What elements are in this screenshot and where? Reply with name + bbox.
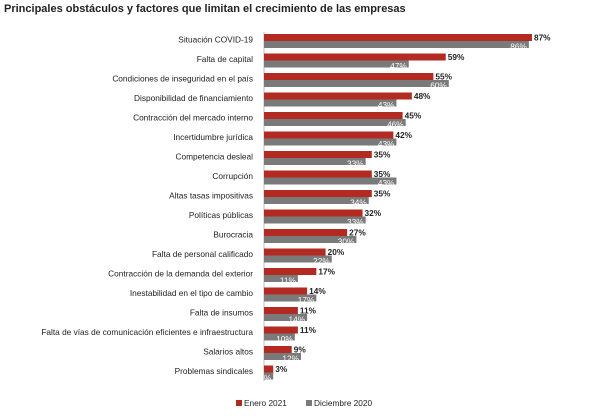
data-label-diciembre-2020: 47% bbox=[390, 61, 407, 71]
bar-enero-2021 bbox=[264, 190, 372, 197]
data-label-enero-2021: 48% bbox=[414, 91, 431, 101]
bar-diciembre-2020 bbox=[264, 80, 449, 87]
bar-enero-2021 bbox=[264, 268, 317, 275]
data-label-enero-2021: 42% bbox=[395, 130, 412, 140]
data-label-diciembre-2020: 86% bbox=[510, 42, 527, 52]
data-label-diciembre-2020: 60% bbox=[430, 81, 447, 91]
data-label-diciembre-2020: 3% bbox=[259, 373, 272, 383]
legend-swatch bbox=[306, 400, 312, 406]
bar-diciembre-2020 bbox=[264, 197, 369, 204]
bar-diciembre-2020 bbox=[264, 60, 409, 68]
bar-diciembre-2020 bbox=[264, 177, 397, 185]
data-label-enero-2021: 35% bbox=[374, 189, 391, 199]
data-label-diciembre-2020: 10% bbox=[276, 334, 293, 344]
data-label-enero-2021: 11% bbox=[300, 306, 317, 316]
data-label-enero-2021: 87% bbox=[534, 33, 551, 43]
bar-enero-2021 bbox=[264, 92, 412, 100]
data-label-diciembre-2020: 22% bbox=[313, 256, 330, 266]
bar-enero-2021 bbox=[264, 170, 372, 178]
data-label-enero-2021: 17% bbox=[318, 267, 335, 277]
category-label: Contracción del mercado interno bbox=[133, 113, 253, 123]
data-label-diciembre-2020: 30% bbox=[338, 237, 355, 247]
bar-diciembre-2020 bbox=[264, 255, 332, 263]
bar-enero-2021 bbox=[264, 307, 298, 314]
legend-swatch bbox=[236, 400, 242, 406]
data-label-diciembre-2020: 43% bbox=[378, 100, 395, 110]
chart-title: Principales obstáculos y factores que li… bbox=[4, 3, 406, 15]
data-label-enero-2021: 35% bbox=[374, 169, 391, 179]
category-label: Problemas sindicales bbox=[175, 366, 253, 376]
data-label-enero-2021: 20% bbox=[328, 247, 345, 257]
category-label: Políticas públicas bbox=[189, 210, 253, 220]
data-label-diciembre-2020: 14% bbox=[289, 315, 306, 325]
data-label-enero-2021: 27% bbox=[349, 228, 366, 238]
data-label-diciembre-2020: 34% bbox=[350, 198, 367, 208]
data-label-diciembre-2020: 33% bbox=[347, 217, 364, 227]
bar-diciembre-2020 bbox=[264, 119, 406, 126]
legend-label: Diciembre 2020 bbox=[314, 398, 372, 408]
category-label: Altas tasas impositivas bbox=[169, 191, 253, 201]
category-label: Burocracia bbox=[213, 230, 253, 240]
bar-diciembre-2020 bbox=[264, 275, 298, 282]
bar-diciembre-2020 bbox=[264, 158, 366, 165]
category-label: Salarios altos bbox=[203, 347, 253, 357]
data-label-enero-2021: 32% bbox=[365, 208, 382, 218]
bar-enero-2021 bbox=[264, 346, 292, 353]
data-label-enero-2021: 11% bbox=[300, 325, 317, 335]
category-label: Falta de personal calificado bbox=[152, 249, 253, 259]
data-label-diciembre-2020: 43% bbox=[378, 139, 395, 149]
bar-enero-2021 bbox=[264, 112, 403, 119]
category-label: Contracción de la demanda del exterior bbox=[108, 269, 253, 279]
data-label-enero-2021: 45% bbox=[405, 111, 422, 121]
bar-diciembre-2020 bbox=[264, 372, 274, 380]
bar-diciembre-2020 bbox=[264, 236, 357, 243]
data-label-enero-2021: 14% bbox=[309, 286, 326, 296]
bar-diciembre-2020 bbox=[264, 138, 397, 146]
data-label-diciembre-2020: 43% bbox=[378, 178, 395, 188]
bar-diciembre-2020 bbox=[264, 41, 529, 48]
data-label-diciembre-2020: 46% bbox=[387, 120, 404, 130]
bar-enero-2021 bbox=[264, 73, 434, 80]
category-label: Corrupción bbox=[212, 171, 253, 181]
category-label: Inestabilidad en el tipo de cambio bbox=[130, 288, 254, 298]
bar-enero-2021 bbox=[264, 326, 298, 334]
bar-diciembre-2020 bbox=[264, 99, 397, 107]
data-label-enero-2021: 59% bbox=[448, 52, 465, 62]
bar-enero-2021 bbox=[264, 229, 348, 236]
category-label: Falta de capital bbox=[197, 54, 253, 64]
bar-diciembre-2020 bbox=[264, 294, 317, 302]
data-label-enero-2021: 55% bbox=[435, 72, 452, 82]
data-label-enero-2021: 9% bbox=[294, 345, 307, 355]
bar-diciembre-2020 bbox=[264, 353, 301, 360]
category-label: Condiciones de inseguridad en el país bbox=[112, 74, 253, 84]
category-label: Competencia desleal bbox=[176, 152, 254, 162]
data-label-diciembre-2020: 33% bbox=[347, 159, 364, 169]
category-label: Disponibilidad de financiamiento bbox=[134, 93, 253, 103]
bar-diciembre-2020 bbox=[264, 333, 295, 341]
bar-enero-2021 bbox=[264, 131, 394, 139]
bar-enero-2021 bbox=[264, 248, 326, 256]
data-label-diciembre-2020: 11% bbox=[280, 276, 297, 286]
category-label: Falta de vías de comunicación eficientes… bbox=[41, 327, 253, 337]
category-label: Incertidumbre jurídica bbox=[173, 132, 253, 142]
bar-diciembre-2020 bbox=[264, 216, 366, 224]
bar-diciembre-2020 bbox=[264, 314, 308, 321]
category-label: Situación COVID-19 bbox=[178, 35, 253, 45]
bar-enero-2021 bbox=[264, 209, 363, 217]
bar-enero-2021 bbox=[264, 34, 532, 41]
data-label-enero-2021: 3% bbox=[275, 364, 288, 374]
data-label-enero-2021: 35% bbox=[374, 150, 391, 160]
plot-area: Situación COVID-19 87% 86% Falta de capital… bbox=[41, 32, 551, 383]
bar-enero-2021 bbox=[264, 53, 446, 61]
bar-enero-2021 bbox=[264, 287, 308, 295]
category-label: Falta de insumos bbox=[190, 308, 253, 318]
legend: Enero 2021 Diciembre 2020 bbox=[236, 398, 372, 408]
data-label-diciembre-2020: 17% bbox=[298, 295, 315, 305]
bar-enero-2021 bbox=[264, 151, 372, 158]
legend-label: Enero 2021 bbox=[244, 398, 287, 408]
data-label-diciembre-2020: 12% bbox=[282, 354, 299, 364]
bar-enero-2021 bbox=[264, 365, 274, 373]
